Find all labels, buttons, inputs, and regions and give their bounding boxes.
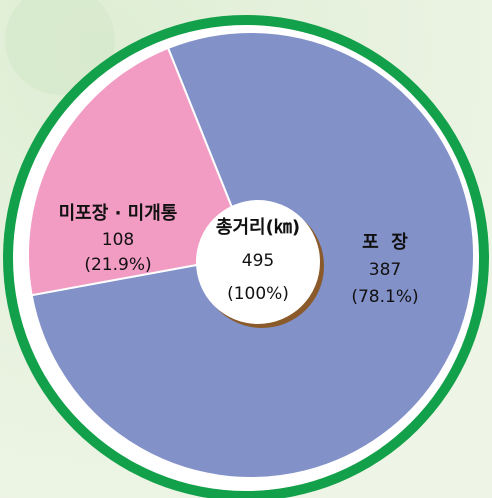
center-label: (100%) [227, 284, 289, 304]
center-value: 495 [242, 251, 274, 271]
slice-name: 포 장 [362, 232, 408, 253]
slice-value: 387 [369, 260, 401, 280]
slice-name: 미포장 · 미개통 [59, 203, 178, 224]
pie-slice [27, 46, 253, 297]
slice-value: 108 [102, 230, 134, 250]
center-circle [196, 200, 320, 324]
decoration [5, 0, 115, 95]
slice-percent: (78.1%) [351, 287, 418, 307]
slice-percent: (21.9%) [84, 255, 151, 275]
center-title: 총거리(㎞) [216, 217, 300, 238]
